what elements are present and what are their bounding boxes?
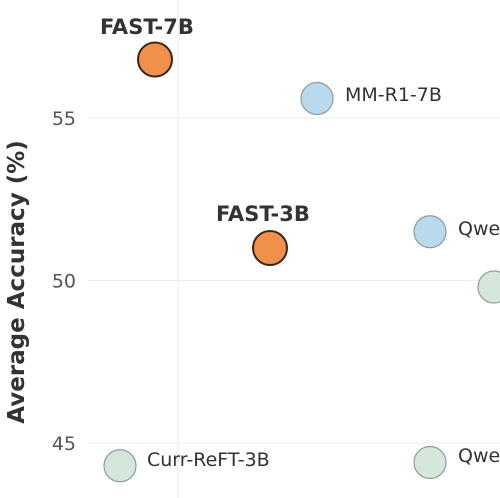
data-point bbox=[252, 230, 288, 266]
point-labels: FAST-7B MM-R1-7B FAST-3B Qwe Curr-ReFT-3B Qwe bbox=[100, 15, 500, 471]
data-point bbox=[103, 449, 137, 483]
data-point bbox=[413, 215, 447, 249]
data-point bbox=[137, 41, 173, 78]
point-label: Qwe bbox=[458, 218, 500, 240]
y-tick-label: 45 bbox=[52, 433, 76, 455]
y-tick-labels: 45 50 55 bbox=[52, 108, 76, 455]
data-point bbox=[300, 81, 334, 116]
y-tick-label: 55 bbox=[52, 108, 76, 130]
point-label: FAST-7B bbox=[100, 15, 194, 39]
data-point bbox=[477, 270, 500, 304]
grid bbox=[88, 0, 500, 498]
data-point bbox=[413, 445, 447, 480]
point-label: FAST-3B bbox=[216, 202, 310, 226]
point-label: Curr-ReFT-3B bbox=[147, 449, 270, 471]
y-axis-label: Average Accuracy (%) bbox=[4, 140, 30, 424]
y-tick-label: 50 bbox=[52, 271, 76, 293]
point-label: MM-R1-7B bbox=[345, 84, 442, 106]
data-points bbox=[103, 41, 500, 483]
point-label: Qwe bbox=[458, 445, 500, 467]
